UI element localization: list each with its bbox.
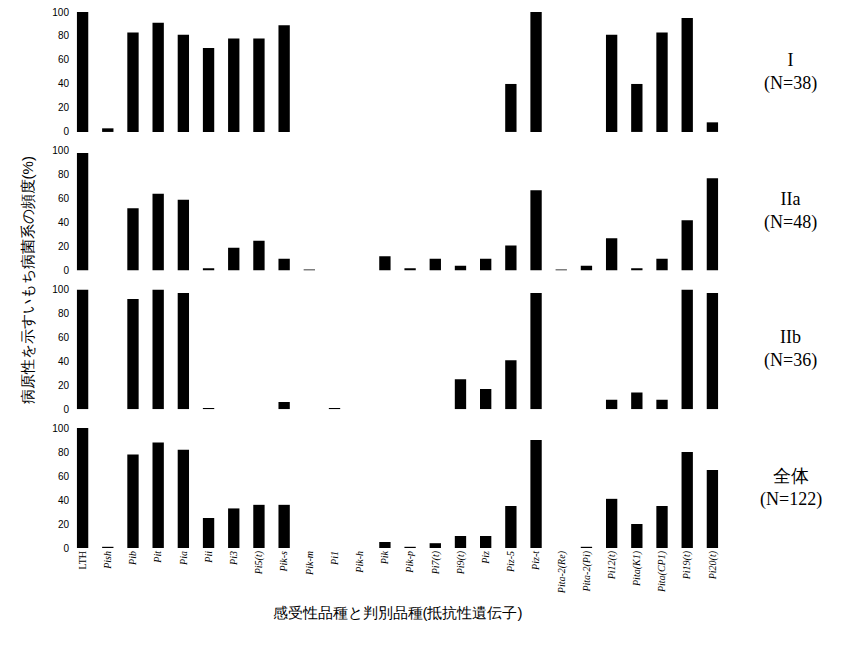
svg-text:Pi12(t): Pi12(t) xyxy=(606,550,618,580)
svg-text:IIa(N=48): IIa(N=48) xyxy=(764,189,817,233)
svg-text:LTH: LTH xyxy=(77,551,88,570)
svg-text:Pik: Pik xyxy=(379,550,390,565)
svg-text:40: 40 xyxy=(58,495,70,506)
svg-text:Pi9(t): Pi9(t) xyxy=(455,550,467,575)
svg-text:40: 40 xyxy=(58,217,70,228)
svg-text:20: 20 xyxy=(58,241,70,252)
svg-text:Pita-2(Re): Pita-2(Re) xyxy=(556,550,568,594)
svg-text:20: 20 xyxy=(58,380,70,391)
svg-text:Pi7(t): Pi7(t) xyxy=(430,550,442,575)
svg-text:0: 0 xyxy=(63,126,69,137)
svg-text:Pita(K1): Pita(K1) xyxy=(631,550,643,587)
svg-text:Pi19(t): Pi19(t) xyxy=(681,550,693,580)
svg-text:20: 20 xyxy=(58,519,70,530)
svg-text:Pii: Pii xyxy=(203,551,214,564)
svg-text:Pik-m: Pik-m xyxy=(304,551,315,576)
svg-text:Pi20(t): Pi20(t) xyxy=(707,550,719,580)
svg-text:80: 80 xyxy=(58,308,70,319)
svg-text:Pia: Pia xyxy=(178,551,189,566)
svg-text:Pik-s: Pik-s xyxy=(278,551,289,573)
svg-text:60: 60 xyxy=(58,54,70,65)
svg-text:病原性を示すいもち病菌系の頻度(%): 病原性を示すいもち病菌系の頻度(%) xyxy=(19,156,36,404)
svg-text:100: 100 xyxy=(52,423,69,434)
svg-text:40: 40 xyxy=(58,78,70,89)
svg-text:Piz: Piz xyxy=(480,551,491,565)
svg-text:60: 60 xyxy=(58,471,70,482)
svg-text:100: 100 xyxy=(52,145,69,156)
svg-text:100: 100 xyxy=(52,284,69,295)
svg-text:Piz-5: Piz-5 xyxy=(505,551,516,573)
svg-text:感受性品種と判別品種(抵抗性遺伝子): 感受性品種と判別品種(抵抗性遺伝子) xyxy=(273,604,523,621)
svg-text:Pi1: Pi1 xyxy=(329,551,340,566)
svg-text:80: 80 xyxy=(58,447,70,458)
svg-text:60: 60 xyxy=(58,193,70,204)
svg-text:Pik-p: Pik-p xyxy=(404,551,415,574)
svg-text:Pib: Pib xyxy=(127,551,138,566)
svg-text:IIb(N=36): IIb(N=36) xyxy=(764,327,817,371)
svg-text:0: 0 xyxy=(63,265,69,276)
svg-text:Pi3: Pi3 xyxy=(228,551,239,566)
svg-text:Piz-t: Piz-t xyxy=(530,551,541,571)
svg-text:100: 100 xyxy=(52,7,69,18)
svg-text:全体(N=122): 全体(N=122) xyxy=(760,466,822,510)
svg-text:Pita-2(Pi): Pita-2(Pi) xyxy=(581,550,593,592)
svg-text:Pik-h: Pik-h xyxy=(354,551,365,574)
svg-text:40: 40 xyxy=(58,356,70,367)
svg-text:I(N=38): I(N=38) xyxy=(764,50,817,94)
svg-text:Pish: Pish xyxy=(102,551,113,570)
svg-text:0: 0 xyxy=(63,543,69,554)
svg-text:80: 80 xyxy=(58,169,70,180)
svg-text:80: 80 xyxy=(58,30,70,41)
svg-text:20: 20 xyxy=(58,102,70,113)
svg-text:Pita(CP1): Pita(CP1) xyxy=(656,550,668,593)
svg-text:0: 0 xyxy=(63,404,69,415)
svg-text:60: 60 xyxy=(58,332,70,343)
svg-text:Pit: Pit xyxy=(152,551,163,564)
svg-text:Pi5(t): Pi5(t) xyxy=(253,550,265,575)
